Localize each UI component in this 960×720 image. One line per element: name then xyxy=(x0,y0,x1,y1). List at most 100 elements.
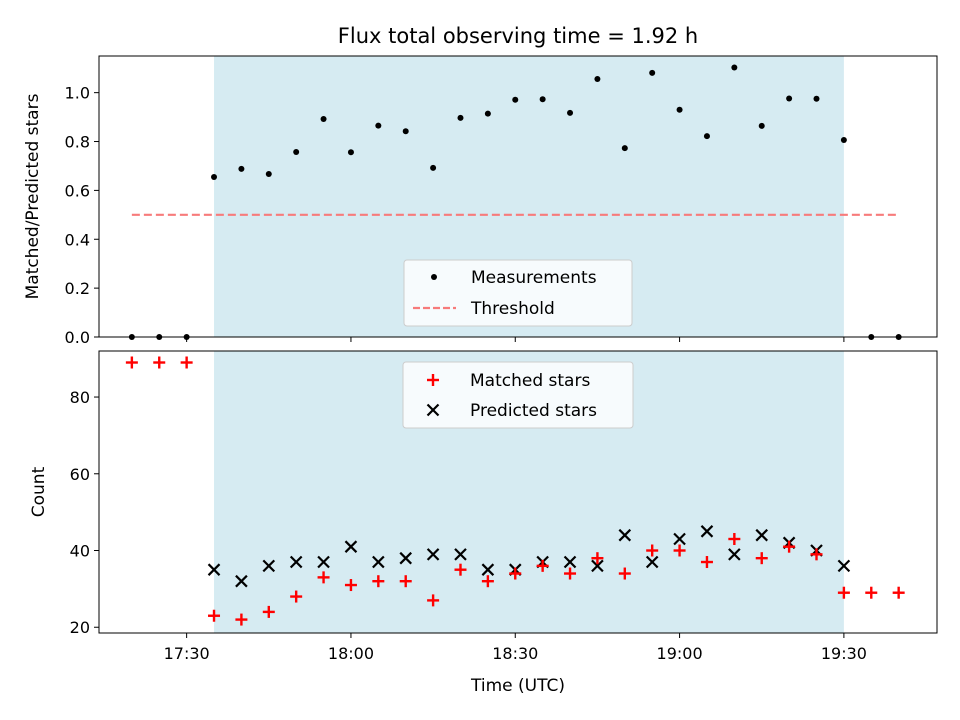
predicted-star-point xyxy=(262,559,276,573)
measurement-point xyxy=(649,69,656,76)
predicted-star-point xyxy=(235,574,248,588)
measurement-point xyxy=(430,164,437,171)
measurement-point xyxy=(786,95,793,102)
measurement-point xyxy=(402,128,409,135)
legend-predicted-label: Predicted stars xyxy=(470,401,597,421)
predicted-star-point xyxy=(563,555,577,569)
predicted-star-point xyxy=(728,548,741,561)
top-plot-frame xyxy=(98,55,938,338)
legend-plus-glyph xyxy=(427,374,439,386)
y-tick-label: 60 xyxy=(70,465,90,484)
matched-star-point xyxy=(837,586,850,599)
bottom-legend: Matched stars Predicted stars xyxy=(402,361,634,429)
matched-star-point xyxy=(646,544,659,557)
predicted-star-point xyxy=(344,540,358,553)
top-x-ticks xyxy=(186,337,845,342)
measurement-point xyxy=(567,109,574,116)
measurement-point xyxy=(265,171,272,178)
top-marks xyxy=(128,64,902,340)
predicted-star-point xyxy=(454,548,467,561)
matched-star-point xyxy=(783,540,796,553)
bottom-legend-box xyxy=(402,361,634,429)
top-chart: 0.0 0.2 0.4 0.6 0.8 1.0 Flux total observing … xyxy=(23,24,938,347)
legend-predicted-marker xyxy=(426,403,440,417)
matched-star-point xyxy=(208,609,221,622)
legend-x-glyph xyxy=(426,403,440,417)
x-tick-label: 19:00 xyxy=(657,644,703,663)
bottom-chart: 20 40 60 80 17:30 18:00 18:30 19:00 19:30 Count… xyxy=(29,350,938,696)
predicted-star-point xyxy=(837,559,851,573)
bottom-y-axis-label: Count xyxy=(29,466,49,517)
predicted-star-point xyxy=(426,548,440,561)
y-tick-label: 80 xyxy=(70,388,90,407)
top-chart-title: Flux total observing time = 1.92 h xyxy=(338,24,698,48)
matched-star-point xyxy=(564,567,577,580)
measurement-point xyxy=(512,96,519,103)
matched-star-point xyxy=(317,571,330,584)
y-tick-label: 0.6 xyxy=(65,181,90,200)
predicted-star-point xyxy=(700,525,714,538)
y-tick-label: 20 xyxy=(70,618,90,637)
matched-star-point xyxy=(728,533,741,545)
matched-star-point xyxy=(536,559,549,572)
bottom-x-axis-label: Time (UTC) xyxy=(470,676,565,696)
measurement-point xyxy=(594,75,601,82)
matched-star-point xyxy=(481,575,494,588)
measurement-point xyxy=(293,149,300,156)
y-tick-label: 40 xyxy=(70,542,90,561)
matched-star-point xyxy=(125,356,138,369)
matched-star-point xyxy=(892,586,905,599)
matched-star-point xyxy=(344,579,357,592)
legend-measurements-label: Measurements xyxy=(471,268,597,288)
measurement-point xyxy=(813,95,820,102)
predicted-star-point xyxy=(317,555,330,569)
predicted-star-point xyxy=(289,555,303,569)
legend-measurements-marker xyxy=(431,274,437,280)
x-tick-label: 19:30 xyxy=(821,644,867,663)
y-tick-label: 0.0 xyxy=(65,328,90,347)
top-legend: Measurements Threshold xyxy=(403,259,633,327)
matched-star-point xyxy=(673,544,686,557)
x-tick-label: 18:30 xyxy=(492,644,538,663)
matched-star-point xyxy=(180,356,193,369)
x-tick-label: 18:00 xyxy=(328,644,374,663)
measurement-point xyxy=(347,149,354,156)
matched-star-point xyxy=(290,590,303,603)
matched-star-point xyxy=(372,575,385,588)
predicted-star-point xyxy=(591,559,604,573)
legend-threshold-label: Threshold xyxy=(470,299,555,319)
matched-star-point xyxy=(509,567,522,580)
predicted-star-point xyxy=(755,528,769,542)
top-y-ticks: 0.0 0.2 0.4 0.6 0.8 1.0 xyxy=(65,84,99,347)
matched-star-point xyxy=(427,594,440,607)
measurement-point xyxy=(457,114,464,121)
measurement-point xyxy=(375,122,382,129)
measurement-point xyxy=(731,64,738,71)
measurement-point xyxy=(320,116,327,123)
top-y-axis-label: Matched/Predicted stars xyxy=(23,93,43,299)
predicted-star-point xyxy=(673,532,686,546)
y-tick-label: 0.2 xyxy=(65,279,90,298)
x-tick-label: 17:30 xyxy=(164,644,210,663)
predicted-star-point xyxy=(207,563,221,576)
matched-star-point xyxy=(591,552,604,565)
legend-matched-marker xyxy=(427,374,439,386)
matched-star-point xyxy=(235,613,248,626)
matched-star-point xyxy=(618,567,631,580)
predicted-star-point xyxy=(372,555,385,569)
top-legend-box xyxy=(403,259,633,327)
matched-star-point xyxy=(810,548,823,561)
y-tick-label: 0.8 xyxy=(65,133,90,152)
matched-star-point xyxy=(262,605,275,618)
bottom-y-ticks: 20 40 60 80 xyxy=(70,388,99,637)
measurement-point xyxy=(539,96,546,103)
predicted-star-point xyxy=(481,563,495,576)
y-tick-label: 1.0 xyxy=(65,84,90,103)
matched-star-point xyxy=(865,586,878,599)
matched-star-point xyxy=(755,552,768,565)
measurement-point xyxy=(484,110,491,117)
matched-star-point xyxy=(700,556,713,569)
measurement-point xyxy=(703,133,710,140)
measurement-point xyxy=(211,173,218,180)
